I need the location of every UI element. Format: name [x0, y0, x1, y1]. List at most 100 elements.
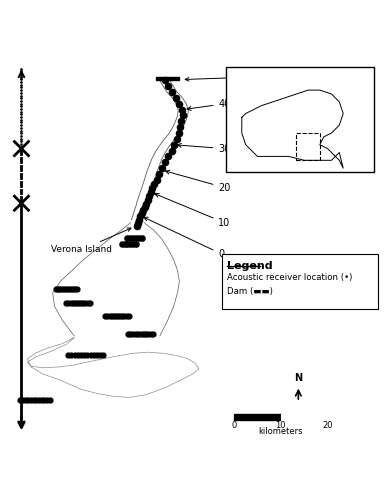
Point [65, 298, 71, 306]
Point [87, 352, 94, 360]
Point [119, 240, 125, 248]
Point [67, 298, 74, 306]
Point [137, 212, 144, 220]
Point [117, 312, 123, 320]
Point [176, 100, 183, 108]
Point [36, 396, 42, 404]
Point [23, 396, 29, 404]
Point [33, 396, 39, 404]
Point [149, 184, 156, 192]
Point [143, 200, 149, 208]
Point [127, 330, 133, 338]
Point [133, 234, 139, 242]
Point [82, 298, 89, 306]
Point [151, 180, 158, 188]
Point [80, 298, 87, 306]
Point [179, 112, 186, 120]
Point [60, 285, 66, 293]
Point [136, 216, 142, 224]
Point [154, 176, 160, 184]
Point [71, 352, 78, 360]
Point [124, 234, 130, 242]
Point [179, 106, 185, 114]
Text: Dam (▬▬): Dam (▬▬) [227, 287, 273, 296]
Point [70, 285, 76, 293]
Point [87, 298, 93, 306]
Text: 20: 20 [166, 170, 231, 192]
Point [102, 312, 108, 320]
Point [72, 298, 78, 306]
Point [177, 123, 183, 131]
Point [100, 352, 106, 360]
Text: Acoustic receiver location (•): Acoustic receiver location (•) [227, 274, 352, 282]
Point [129, 240, 136, 248]
Text: Verona Island: Verona Island [51, 228, 131, 254]
Point [165, 152, 172, 160]
Bar [281, 414, 328, 420]
Point [108, 312, 115, 320]
Text: Legend: Legend [227, 261, 273, 271]
Point [111, 312, 117, 320]
Point [44, 396, 50, 404]
Point [31, 396, 37, 404]
Point [129, 330, 135, 338]
Point [127, 234, 133, 242]
Point [148, 188, 154, 196]
Text: 20: 20 [323, 421, 333, 430]
Point [78, 298, 84, 306]
Point [138, 330, 145, 338]
Point [68, 352, 74, 360]
Point [126, 312, 132, 320]
Point [90, 352, 97, 360]
Text: 0: 0 [231, 421, 237, 430]
Point [68, 285, 74, 293]
Point [81, 352, 87, 360]
Point [122, 240, 128, 248]
Bar [226, 66, 374, 172]
Point [134, 222, 140, 230]
Point [85, 298, 91, 306]
Point [63, 298, 69, 306]
Point [127, 240, 133, 248]
Point [136, 330, 142, 338]
Point [62, 285, 69, 293]
Point [64, 285, 71, 293]
Point [115, 312, 121, 320]
Point [104, 312, 110, 320]
Point [143, 330, 149, 338]
Point [165, 82, 172, 90]
Point [75, 352, 81, 360]
Point [142, 203, 148, 211]
Point [47, 396, 53, 404]
Point [97, 352, 103, 360]
Point [69, 298, 76, 306]
Point [52, 285, 59, 293]
Point [124, 240, 130, 248]
Point [141, 330, 147, 338]
Point [28, 396, 34, 404]
Point [124, 312, 130, 320]
Point [57, 285, 63, 293]
Point [148, 330, 154, 338]
Point [131, 330, 138, 338]
Point [72, 285, 78, 293]
Point [135, 218, 141, 226]
Text: 0: 0 [144, 217, 225, 259]
Point [133, 240, 139, 248]
Point [20, 396, 26, 404]
Point [66, 285, 73, 293]
Point [140, 206, 146, 214]
Text: N: N [294, 372, 302, 382]
Point [130, 234, 136, 242]
Point [162, 158, 168, 166]
Bar [156, 77, 179, 80]
Point [172, 94, 179, 102]
Point [76, 298, 82, 306]
Point [145, 196, 151, 204]
Point [58, 285, 65, 293]
Point [65, 352, 71, 360]
Text: 10: 10 [155, 194, 230, 228]
Point [17, 396, 23, 404]
Bar [234, 414, 281, 420]
Text: 40: 40 [187, 99, 230, 110]
